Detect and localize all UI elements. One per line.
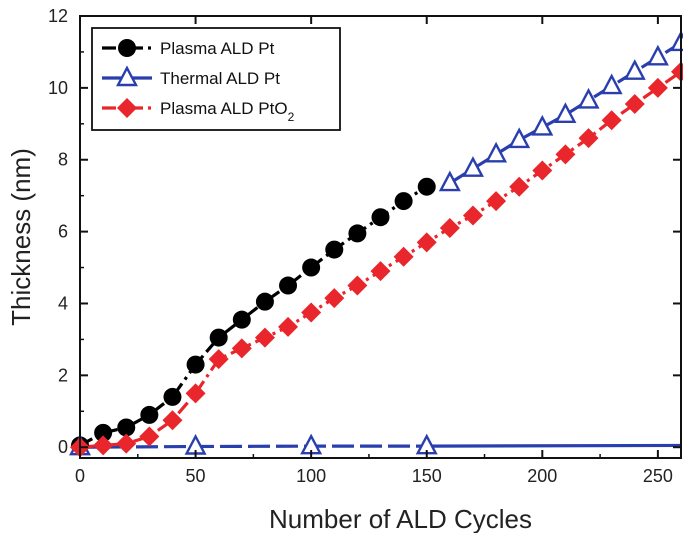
series-0-point-15 bbox=[417, 177, 436, 196]
series-1-point-4 bbox=[438, 170, 461, 192]
series-2-point-3 bbox=[139, 426, 160, 447]
series-2-point-5 bbox=[185, 383, 206, 404]
y-tick-label-0: 0 bbox=[58, 437, 68, 457]
series-1-point-9 bbox=[554, 102, 577, 124]
series-0-point-5 bbox=[186, 355, 205, 374]
series-0-line-0 bbox=[79, 185, 428, 447]
series-0-point-13 bbox=[371, 208, 390, 227]
series-2-point-2 bbox=[116, 433, 137, 454]
series-0-point-2 bbox=[117, 418, 136, 437]
x-tick-label-3: 150 bbox=[412, 466, 442, 486]
legend-marker-1 bbox=[116, 65, 138, 87]
series-0-point-11 bbox=[325, 240, 344, 259]
x-tick-label-0: 0 bbox=[75, 466, 85, 486]
legend-label-0: Plasma ALD Pt bbox=[160, 39, 275, 58]
series-2-point-8 bbox=[254, 327, 275, 348]
series-2-point-9 bbox=[278, 316, 299, 337]
series-2-point-15 bbox=[416, 232, 437, 253]
series-0-point-14 bbox=[394, 192, 413, 211]
legend-marker-0 bbox=[118, 39, 136, 57]
x-axis-title: Number of ALD Cycles bbox=[269, 504, 532, 533]
y-tick-label-6: 12 bbox=[48, 6, 68, 26]
series-2-point-22 bbox=[578, 128, 599, 149]
series-2-point-24 bbox=[624, 94, 645, 115]
series-0-point-1 bbox=[94, 423, 113, 442]
legend-label-1: Thermal ALD Pt bbox=[160, 69, 280, 88]
series-0-point-12 bbox=[348, 224, 367, 243]
series-1-point-5 bbox=[461, 156, 484, 177]
y-tick-label-5: 10 bbox=[48, 78, 68, 98]
y-tick-label-2: 4 bbox=[58, 293, 68, 313]
x-tick-label-2: 100 bbox=[296, 466, 326, 486]
series-2-point-4 bbox=[162, 410, 183, 431]
series-2-point-17 bbox=[462, 205, 483, 226]
series-1-point-10 bbox=[577, 87, 600, 109]
series-2-point-23 bbox=[601, 110, 622, 131]
series-2-point-25 bbox=[647, 77, 668, 98]
y-tick-label-4: 8 bbox=[58, 150, 68, 170]
x-tick-label-4: 200 bbox=[527, 466, 557, 486]
series-0-point-8 bbox=[255, 292, 274, 311]
series-1-point-6 bbox=[485, 141, 508, 163]
plot-frame bbox=[79, 15, 682, 459]
series-1-point-8 bbox=[531, 114, 554, 136]
series-0-point-6 bbox=[209, 328, 228, 347]
series-2-point-14 bbox=[393, 246, 414, 267]
series-2-point-11 bbox=[324, 288, 345, 309]
y-tick-label-3: 6 bbox=[58, 222, 68, 242]
series-2-point-20 bbox=[532, 160, 553, 181]
series-1-point-7 bbox=[508, 127, 531, 149]
series-0-point-4 bbox=[163, 387, 182, 406]
series-2-point-12 bbox=[347, 275, 368, 296]
series-2-point-13 bbox=[370, 261, 391, 282]
series-0-point-3 bbox=[140, 405, 159, 424]
series-1-point-13 bbox=[646, 44, 669, 66]
series-2-point-16 bbox=[439, 218, 460, 239]
series-2-point-18 bbox=[486, 191, 507, 212]
series-2-point-6 bbox=[208, 349, 229, 370]
series-1-point-11 bbox=[600, 73, 623, 95]
series-1-line-continuation bbox=[426, 443, 682, 448]
legend-marker-2 bbox=[117, 98, 137, 118]
x-tick-label-1: 50 bbox=[186, 466, 206, 486]
series-2-point-7 bbox=[231, 338, 252, 359]
series-1-point-12 bbox=[623, 59, 646, 80]
series-2-point-1 bbox=[93, 435, 114, 456]
series-1-line-0 bbox=[79, 444, 427, 449]
legend-label-2: Plasma ALD PtO2 bbox=[160, 99, 295, 124]
y-tick-label-1: 2 bbox=[58, 365, 68, 385]
series-2-point-19 bbox=[509, 176, 530, 197]
series-0-point-10 bbox=[302, 258, 321, 277]
series-0-point-7 bbox=[232, 310, 251, 329]
y-axis-title: Thickness (nm) bbox=[6, 148, 36, 326]
series-2-point-21 bbox=[555, 144, 576, 165]
series-2-point-10 bbox=[301, 302, 322, 323]
x-tick-label-5: 250 bbox=[643, 466, 673, 486]
series-0-point-9 bbox=[279, 276, 298, 295]
